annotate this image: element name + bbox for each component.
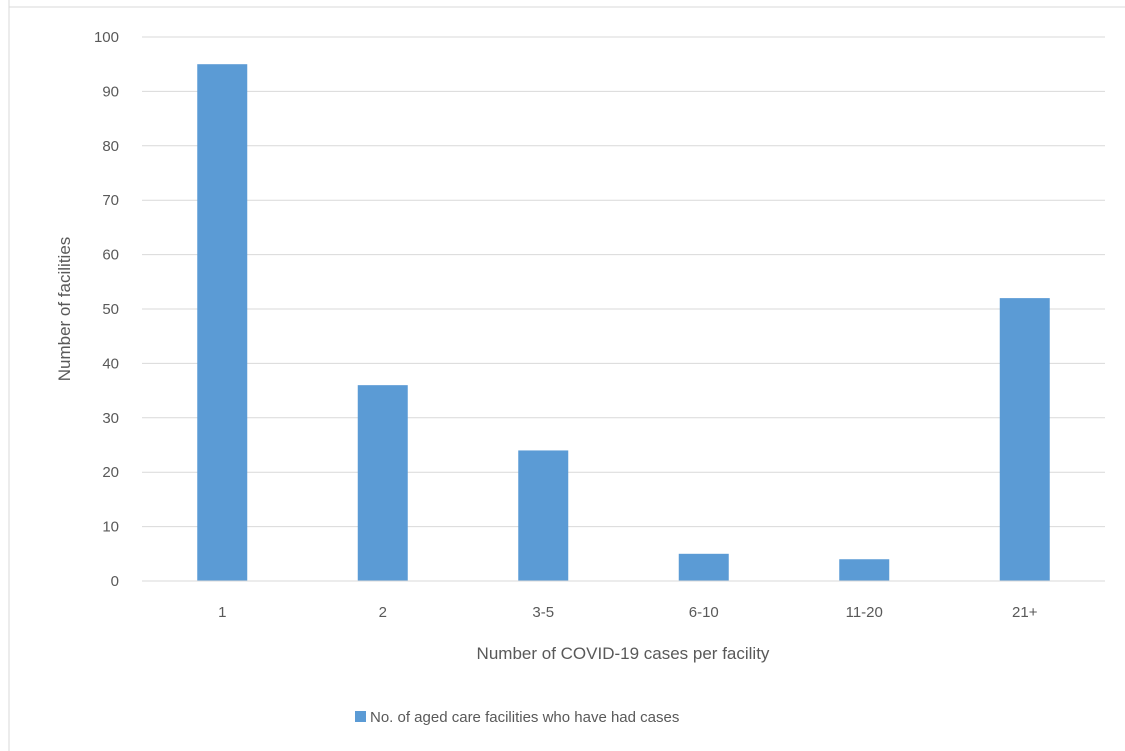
bar-11-20 [839, 559, 890, 581]
x-axis-title: Number of COVID-19 cases per facility [477, 644, 770, 663]
y-axis-title: Number of facilities [55, 237, 74, 382]
y-tick-label: 80 [102, 138, 119, 155]
y-tick-label: 100 [94, 29, 119, 46]
legend-swatch [355, 711, 366, 722]
y-tick-label: 30 [102, 410, 119, 427]
bar-2 [357, 385, 408, 581]
y-tick-label: 0 [111, 573, 119, 590]
x-tick-label: 11-20 [846, 604, 883, 621]
bar-3-5 [518, 450, 569, 581]
bar-6-10 [678, 553, 729, 581]
x-tick-label: 2 [379, 604, 387, 621]
y-tick-label: 70 [102, 192, 119, 209]
bar-21+ [999, 298, 1050, 581]
y-tick-label: 90 [102, 83, 119, 100]
y-tick-label: 20 [102, 464, 119, 481]
legend: No. of aged care facilities who have had… [355, 709, 679, 726]
y-tick-label: 10 [102, 519, 119, 536]
x-tick-label: 3-5 [532, 604, 554, 621]
legend-label: No. of aged care facilities who have had… [370, 709, 679, 726]
y-tick-label: 50 [102, 301, 119, 318]
x-axis-tick-labels: 1 2 3-5 6-10 11-20 21+ [218, 604, 1038, 621]
y-tick-label: 60 [102, 247, 119, 264]
bar-1 [197, 64, 248, 581]
y-tick-label: 40 [102, 355, 119, 372]
x-tick-label: 1 [218, 604, 226, 621]
y-axis-tick-labels: 0 10 20 30 40 50 60 70 80 90 100 [94, 29, 119, 590]
x-tick-label: 21+ [1012, 604, 1038, 621]
x-tick-label: 6-10 [689, 604, 719, 621]
bars [197, 64, 1050, 581]
gridlines [142, 36, 1105, 528]
